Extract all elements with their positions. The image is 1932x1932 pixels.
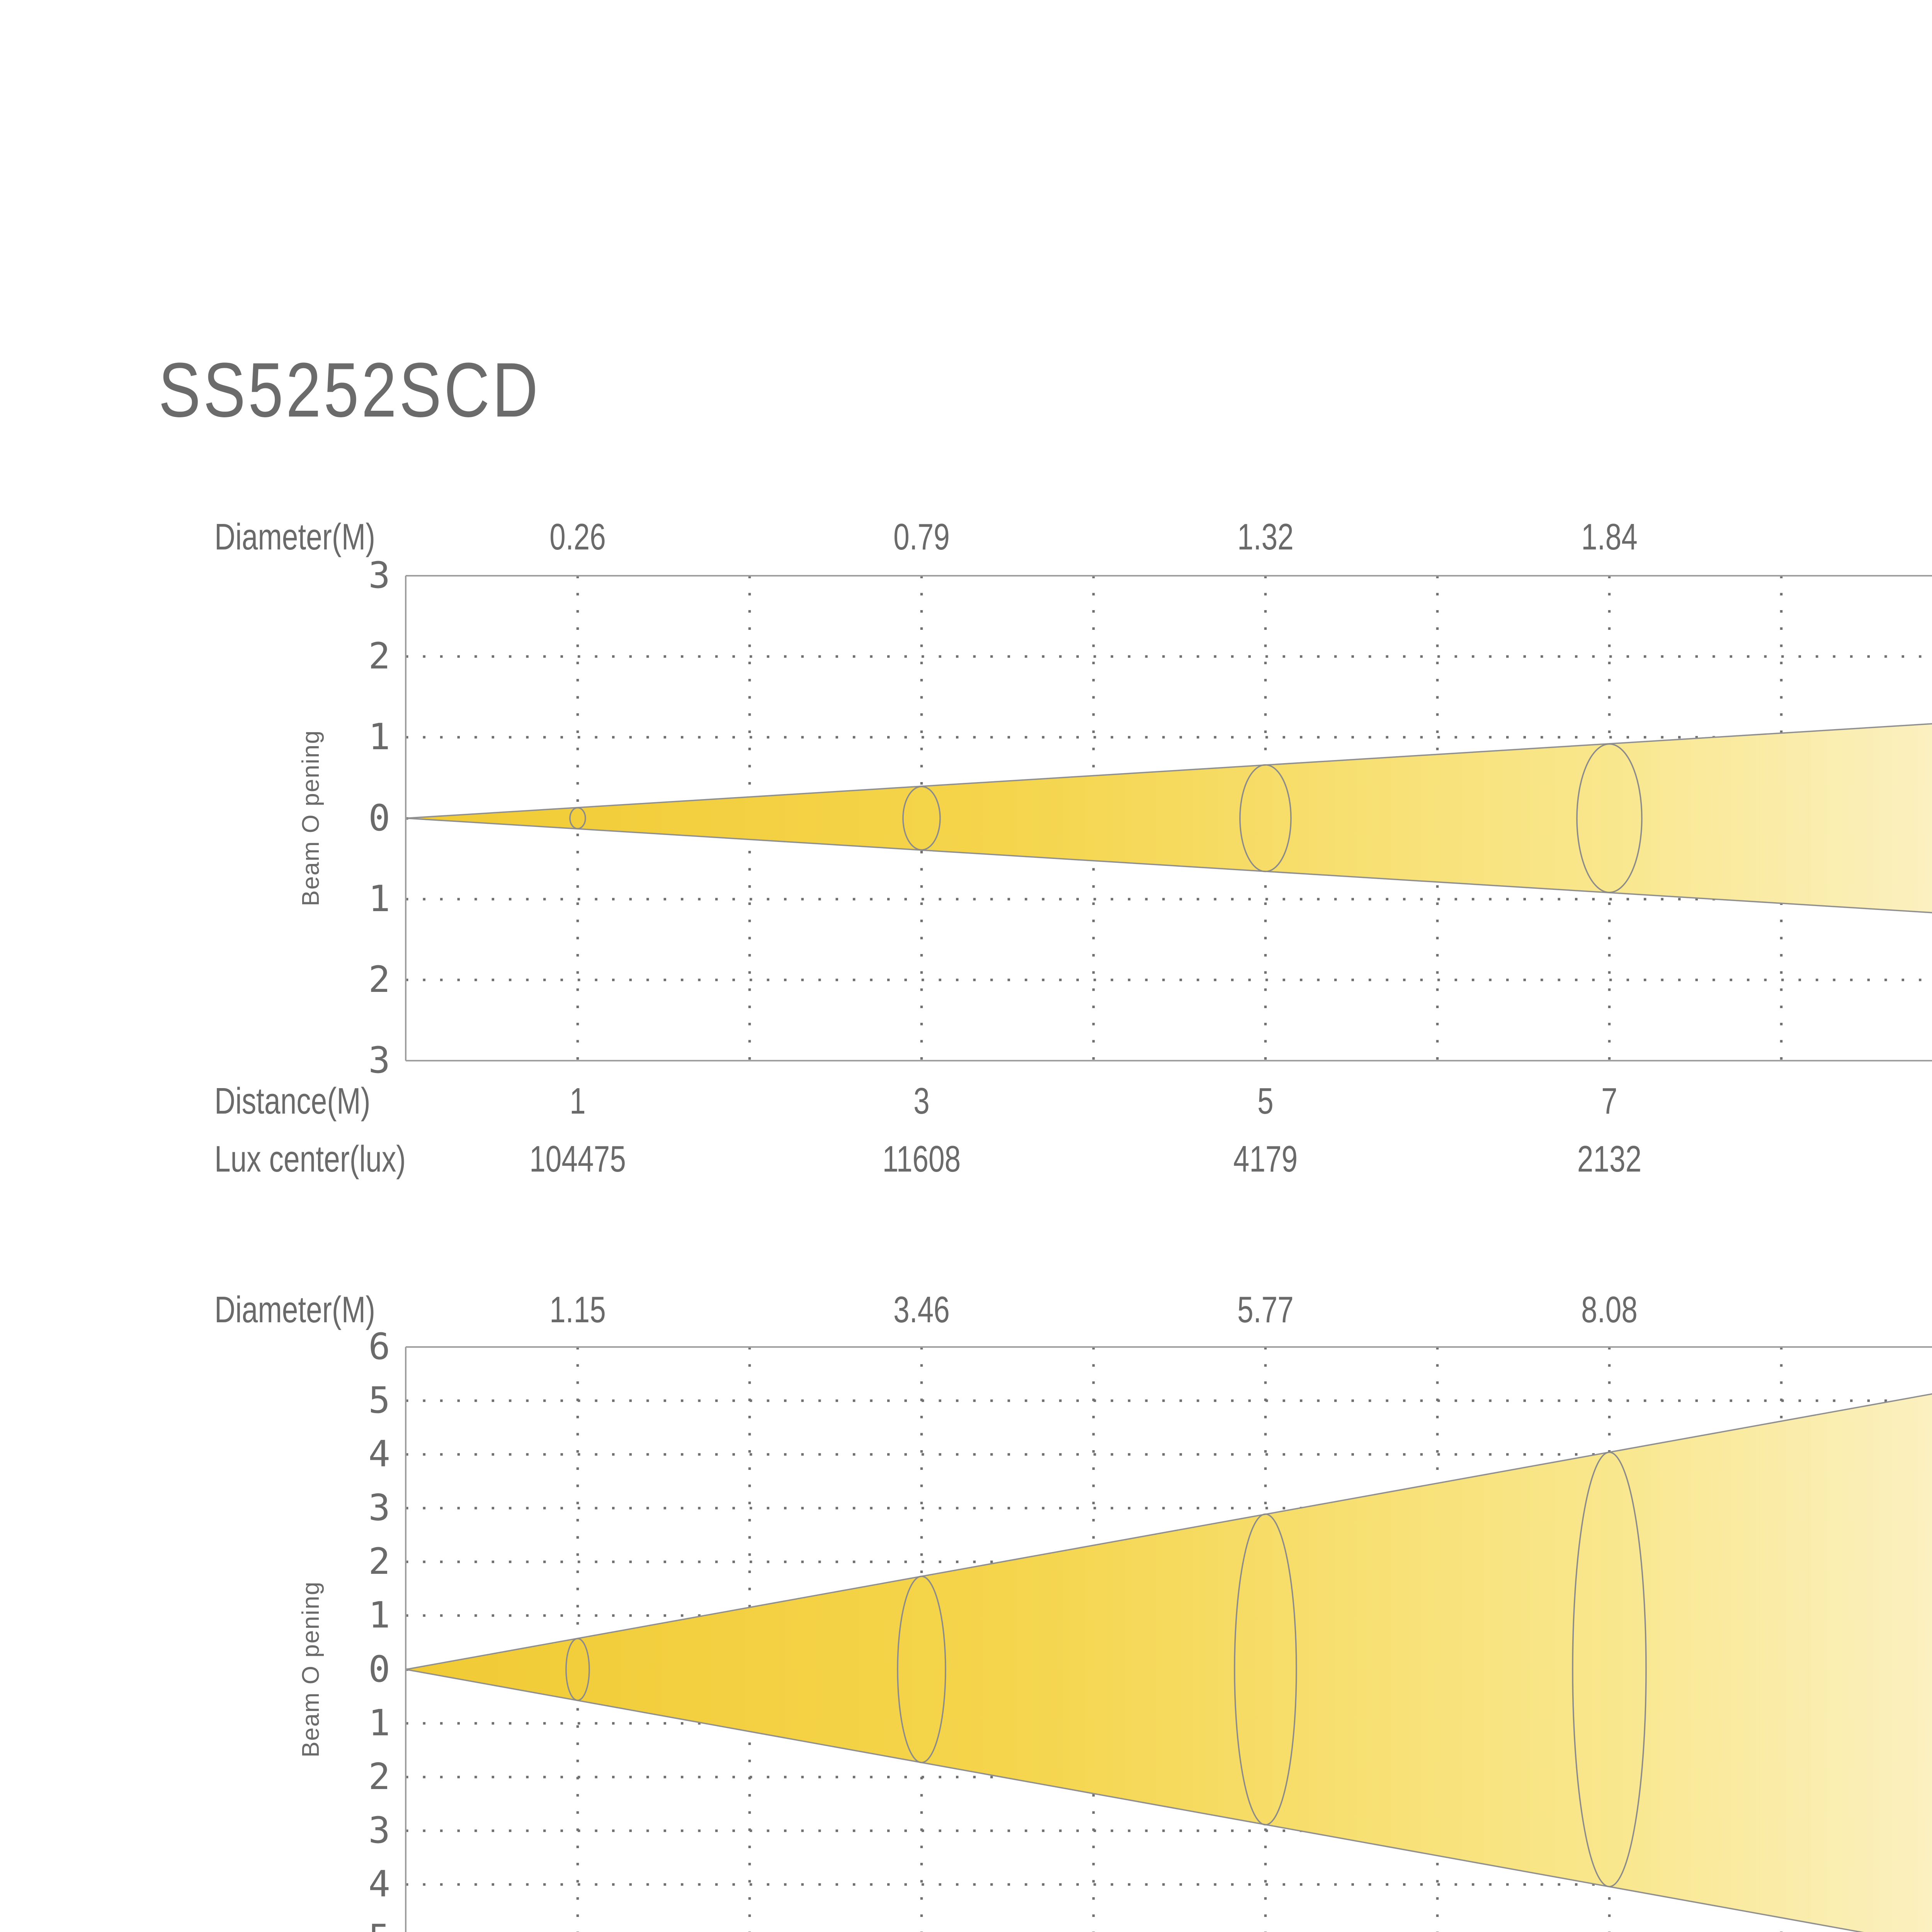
- distance-value: 5: [1257, 1080, 1274, 1122]
- y-tick-label: 2: [368, 1756, 390, 1798]
- diameter-value: 1.84: [1581, 516, 1638, 558]
- chart-15-borders: [405, 575, 1932, 1061]
- beam-edge-bottom-15: [405, 817, 1932, 913]
- beam-spot: [1576, 743, 1643, 893]
- diameter-value: 3.46: [893, 1289, 950, 1330]
- distance-value: 3: [913, 1080, 930, 1122]
- beam-edge-bottom-60: [405, 1668, 1864, 1932]
- lux-value: 4179: [1233, 1138, 1298, 1180]
- y-tick-label: 2: [368, 1541, 390, 1583]
- distance-value: 1: [570, 1080, 586, 1122]
- lux-row-label: Lux center(lux): [214, 1138, 406, 1180]
- y-tick-label: 3: [368, 1810, 390, 1852]
- beam-cone-15: [406, 724, 1932, 913]
- beam-spot: [1234, 1513, 1297, 1826]
- y-axis-title: Beam O pening: [298, 1581, 324, 1758]
- beam-spot: [569, 807, 586, 830]
- y-tick-label: 2: [368, 635, 390, 677]
- diameter-value: 0.79: [893, 516, 950, 558]
- beam-spot: [1239, 764, 1292, 872]
- page-title: SS5252SCD: [158, 347, 541, 433]
- y-tick-label: 4: [368, 1863, 390, 1905]
- beam-spot: [1572, 1451, 1647, 1888]
- diameter-value: 1.32: [1237, 516, 1294, 558]
- y-tick-label: 3: [368, 1487, 390, 1529]
- beam-spots-60: [565, 1451, 1647, 1888]
- distance-row-label: Distance(M): [214, 1080, 371, 1122]
- y-tick-label: 1: [368, 878, 390, 920]
- beam-edge-top-60: [405, 1393, 1932, 1670]
- diameter-row-label: Diameter(M): [214, 516, 376, 558]
- y-tick-label: 2: [368, 959, 390, 1001]
- y-tick-label: 3: [368, 554, 390, 597]
- y-tick-label: 5: [325, 1915, 390, 1932]
- y-tick-label: 6: [368, 1326, 390, 1368]
- y-tick-label: 4: [368, 1433, 390, 1475]
- chart-60-borders: [405, 1346, 1932, 1932]
- lux-value: 104475: [529, 1138, 626, 1180]
- y-tick-label: 1: [368, 716, 390, 758]
- lux-value: 2132: [1577, 1138, 1642, 1180]
- diameter-value: 1.15: [549, 1289, 606, 1330]
- diameter-row-label: Diameter(M): [214, 1289, 376, 1330]
- y-tick-label: 3: [368, 1039, 390, 1082]
- lux-value: 11608: [882, 1138, 961, 1180]
- diameter-value: 8.08: [1581, 1289, 1638, 1330]
- beam-cone-60: [406, 1394, 1932, 1932]
- y-tick-label: 0: [368, 797, 390, 839]
- y-axis-title: Beam O pening: [298, 730, 324, 906]
- diameter-value: 5.77: [1237, 1289, 1294, 1330]
- beam-spot: [565, 1638, 590, 1701]
- distance-value: 7: [1601, 1080, 1617, 1122]
- beam-spots-15: [569, 743, 1643, 893]
- beam-edge-top-15: [405, 723, 1932, 819]
- y-tick-label: 5: [368, 1379, 390, 1422]
- diameter-value: 0.26: [549, 516, 606, 558]
- beam-spot: [902, 786, 941, 851]
- y-tick-label: 1: [368, 1594, 390, 1636]
- beam-spot: [897, 1575, 946, 1764]
- y-tick-label: 1: [368, 1702, 390, 1744]
- y-tick-label: 0: [368, 1648, 390, 1690]
